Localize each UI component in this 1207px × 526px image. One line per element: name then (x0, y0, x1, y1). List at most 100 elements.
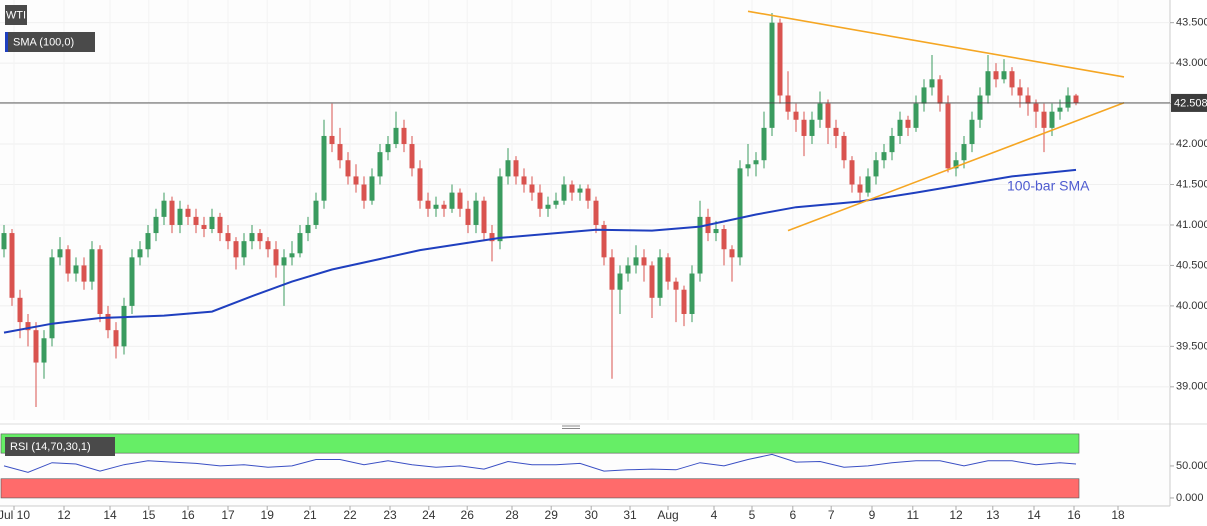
candle-body (321, 135, 327, 201)
candle-body (73, 265, 79, 274)
candle-body (145, 233, 151, 250)
candle-body (545, 204, 551, 209)
candle-body (737, 168, 743, 258)
candle-body (649, 265, 655, 298)
x-tick-label: 12 (57, 508, 71, 522)
x-tick-label: 23 (383, 508, 397, 522)
candle-body (849, 160, 855, 185)
candle-body (409, 144, 415, 169)
candle-body (177, 208, 183, 225)
candle-body (17, 297, 23, 323)
candle-body (617, 273, 623, 290)
rsi-line (3, 453, 1077, 473)
candle-body (889, 135, 895, 153)
candle-body (41, 338, 47, 363)
x-tick-label: 4 (711, 508, 718, 522)
candle-body (161, 200, 167, 217)
trendline (747, 10, 1125, 78)
candle-body (217, 216, 223, 234)
candle-body (193, 216, 199, 225)
x-tick-label: 12 (949, 508, 963, 522)
candle-body (905, 119, 911, 128)
y-tick-label: 41.000 (1176, 219, 1207, 231)
candle-body (449, 192, 455, 209)
candle-body (153, 216, 159, 234)
candle-body (729, 249, 735, 258)
x-tick-label: 16 (181, 508, 195, 522)
candle-body (385, 144, 391, 153)
y-tick-label: 41.500 (1176, 178, 1207, 190)
candle-body (457, 192, 463, 209)
x-tick-label: 14 (1027, 508, 1041, 522)
x-tick-label: 24 (422, 508, 436, 522)
rsi-tick-label: 50.000 (1176, 460, 1207, 472)
candle-body (505, 160, 511, 177)
candle-body (1073, 95, 1079, 103)
candle-body (937, 79, 943, 104)
y-tick-label: 40.500 (1176, 259, 1207, 271)
candle-body (817, 103, 823, 120)
candle-body (913, 103, 919, 128)
candle-body (1065, 95, 1071, 108)
candle-body (441, 204, 447, 209)
candle-body (1057, 107, 1063, 112)
candle-body (721, 229, 727, 250)
candle-body (345, 160, 351, 177)
x-tick-label: Jul 10 (0, 508, 30, 522)
candle-body (641, 257, 647, 266)
y-tick-label: 39.000 (1176, 381, 1207, 393)
candle-body (785, 95, 791, 112)
candle-body (633, 257, 639, 266)
candle-body (745, 164, 751, 169)
candle-body (1049, 111, 1055, 128)
candle-body (921, 87, 927, 104)
candle-body (465, 208, 471, 225)
candle-body (857, 184, 863, 193)
legend-box (5, 5, 27, 25)
rsi-label-box (5, 437, 115, 456)
candle-body (953, 160, 959, 169)
candle-body (1041, 111, 1047, 128)
candle-body (337, 144, 343, 161)
y-tick-label: 40.000 (1176, 300, 1207, 312)
candle-body (201, 224, 207, 230)
candle-body (753, 160, 759, 165)
candle-body (25, 322, 31, 331)
candle-body (305, 224, 311, 234)
candle-body (297, 233, 303, 254)
candle-body (809, 119, 815, 136)
x-tick-label: 14 (103, 508, 117, 522)
candle-body (393, 127, 399, 145)
candle-body (529, 184, 535, 193)
trendline (787, 102, 1125, 232)
candle-body (273, 249, 279, 266)
candle-body (121, 305, 127, 347)
candle-body (993, 71, 999, 80)
candle-body (289, 253, 295, 258)
x-tick-label: 9 (869, 508, 876, 522)
sma-annotation: 100-bar SMA (1007, 178, 1090, 194)
candle-body (265, 241, 271, 250)
y-tick-label: 42.000 (1176, 138, 1207, 150)
x-tick-label: 17 (221, 508, 235, 522)
candle-body (929, 79, 935, 88)
candle-body (169, 200, 175, 225)
x-tick-label: Aug (657, 508, 678, 522)
candle-body (713, 229, 719, 234)
candle-body (97, 249, 103, 314)
candle-body (401, 127, 407, 145)
candle-body (561, 184, 567, 201)
overbought-band (0, 433, 1080, 454)
candle-body (881, 152, 887, 161)
candle-body (481, 200, 487, 234)
candle-body (873, 160, 879, 177)
candle-body (553, 200, 559, 205)
candle-body (657, 257, 663, 298)
resize-grip[interactable] (562, 425, 580, 429)
candle-body (801, 119, 807, 136)
candle-body (769, 22, 775, 128)
candle-body (569, 184, 575, 193)
x-tick-label: 13 (986, 508, 1000, 522)
candle-body (137, 249, 143, 258)
candle-body (185, 208, 191, 217)
